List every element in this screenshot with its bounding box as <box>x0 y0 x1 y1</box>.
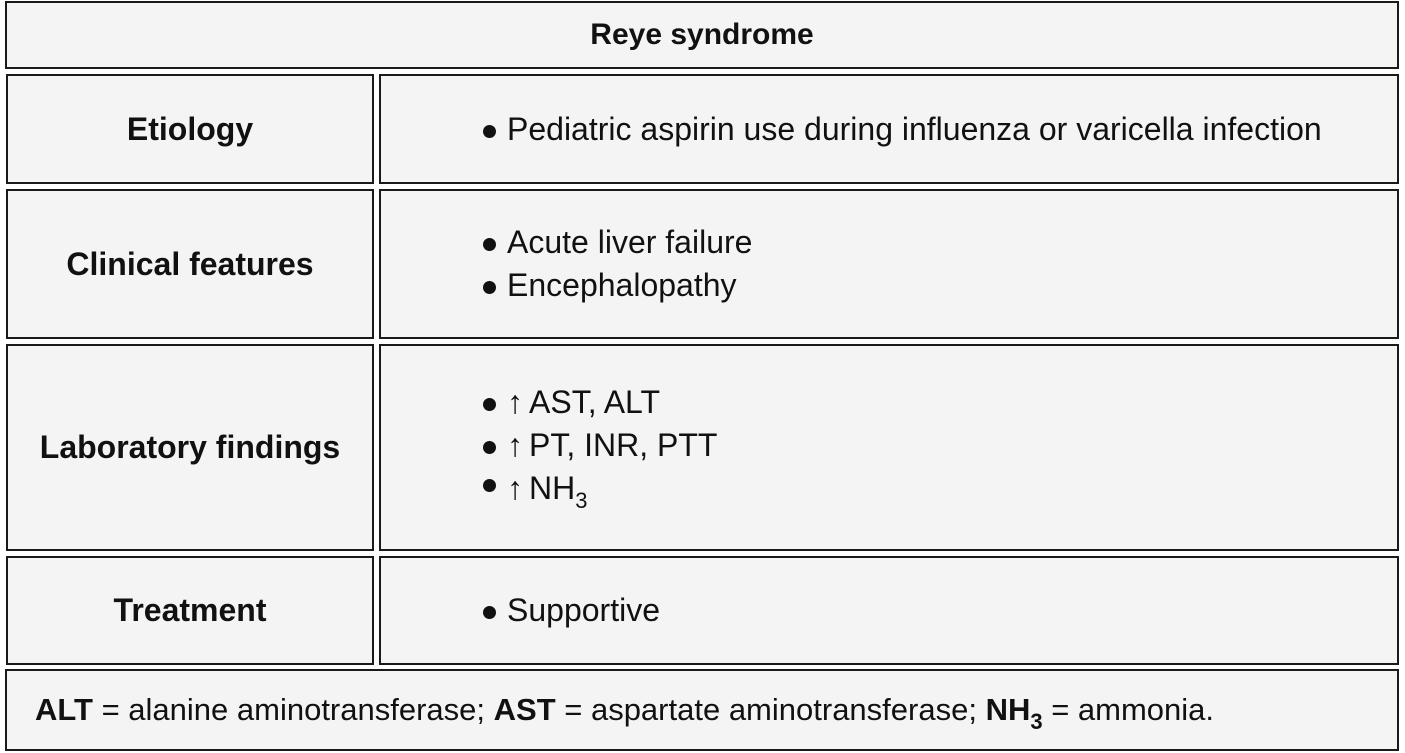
bullet-icon <box>483 441 496 454</box>
lab-item-text: PT, INR, PTT <box>529 427 718 463</box>
row-label-treatment: Treatment <box>113 592 267 628</box>
up-arrow-icon: ↑ <box>507 427 523 463</box>
lab-item-nh3-base: NH <box>529 470 576 506</box>
up-arrow-icon: ↑ <box>507 470 523 506</box>
lab-list: ↑ AST, ALT ↑ PT, INR, PTT ↑ NH3 <box>381 381 717 513</box>
row-label-cell-etiology: Etiology <box>6 74 374 184</box>
clinical-list: Acute liver failure Encephalopathy <box>381 221 752 307</box>
clinical-item-text: Acute liver failure <box>507 224 753 260</box>
treatment-list: Supportive <box>381 589 660 632</box>
row-content-cell-treatment: Supportive <box>379 556 1399 665</box>
table-title-cell: Reye syndrome <box>5 1 1399 69</box>
bullet-icon <box>483 398 496 411</box>
treatment-item-text: Supportive <box>507 592 660 628</box>
abbreviations-text: ALT = alanine aminotransferase; AST = as… <box>35 692 1215 733</box>
etiology-list: Pediatric aspirin use during influenza o… <box>381 108 1322 151</box>
abbr-alt: ALT <box>35 692 93 727</box>
abbreviations-footer: ALT = alanine aminotransferase; AST = as… <box>5 669 1399 751</box>
row-label-etiology: Etiology <box>126 110 254 147</box>
clinical-item-text: Encephalopathy <box>507 267 737 303</box>
list-item: Acute liver failure <box>481 221 752 264</box>
lab-item-text: AST, ALT <box>529 384 661 420</box>
row-content-cell-clinical: Acute liver failure Encephalopathy <box>379 189 1399 339</box>
bullet-icon <box>483 281 496 294</box>
row-label-cell-clinical: Clinical features <box>6 189 374 339</box>
row-label-lab: Laboratory findings <box>39 429 341 465</box>
bullet-icon <box>483 479 496 492</box>
list-item: ↑ PT, INR, PTT <box>481 424 717 467</box>
abbr-nh3-base: NH <box>985 692 1031 727</box>
list-item: Supportive <box>481 589 660 632</box>
abbr-alt-definition: = alanine aminotransferase; <box>92 692 494 727</box>
abbr-ast-definition: = aspartate aminotransferase; <box>555 692 986 727</box>
row-label-cell-lab: Laboratory findings <box>6 344 374 551</box>
bullet-icon <box>483 124 496 138</box>
lab-item-nh3-subscript: 3 <box>575 488 588 513</box>
etiology-item-text: Pediatric aspirin use during influenza o… <box>507 110 1322 147</box>
abbr-nh3-subscript: 3 <box>1030 709 1043 734</box>
list-item: ↑ NH3 <box>481 467 717 513</box>
bullet-icon <box>483 238 496 251</box>
row-content-cell-etiology: Pediatric aspirin use during influenza o… <box>379 74 1399 184</box>
abbr-nh3: NH3 <box>985 692 1043 733</box>
list-item: Encephalopathy <box>481 264 752 307</box>
abbr-nh3-definition: = ammonia. <box>1042 692 1215 727</box>
abbr-ast: AST <box>493 692 556 727</box>
list-item: ↑ AST, ALT <box>481 381 717 424</box>
row-label-cell-treatment: Treatment <box>6 556 374 665</box>
list-item: Pediatric aspirin use during influenza o… <box>481 108 1322 151</box>
up-arrow-icon: ↑ <box>507 384 523 420</box>
bullet-icon <box>483 606 496 619</box>
table-title: Reye syndrome <box>590 18 814 51</box>
row-content-cell-lab: ↑ AST, ALT ↑ PT, INR, PTT ↑ NH3 <box>379 344 1399 551</box>
row-label-clinical: Clinical features <box>66 245 314 282</box>
